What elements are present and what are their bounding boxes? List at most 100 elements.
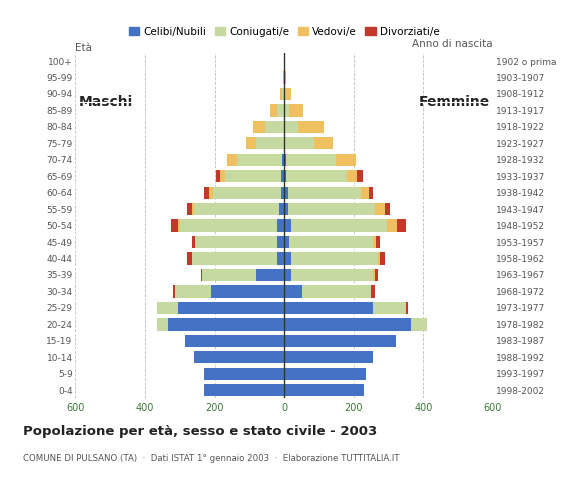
Bar	[375, 203, 385, 216]
Bar	[171, 219, 178, 232]
Bar	[175, 285, 211, 298]
Bar	[285, 72, 286, 84]
Bar	[277, 104, 284, 117]
Bar	[282, 88, 284, 100]
Bar	[288, 203, 375, 216]
Bar	[157, 302, 178, 314]
Bar	[192, 236, 195, 248]
Bar	[385, 203, 390, 216]
Legend: Celibi/Nubili, Coniugati/e, Vedovi/e, Divorziati/e: Celibi/Nubili, Coniugati/e, Vedovi/e, Di…	[125, 23, 444, 41]
Bar	[192, 252, 277, 264]
Bar	[192, 203, 194, 216]
Bar	[373, 236, 376, 248]
Bar	[180, 219, 277, 232]
Bar	[284, 137, 314, 149]
Bar	[284, 252, 291, 264]
Bar	[187, 203, 192, 216]
Bar	[284, 203, 288, 216]
Bar	[277, 252, 284, 264]
Text: Anno di nascita: Anno di nascita	[412, 39, 493, 48]
Bar	[280, 88, 282, 100]
Bar	[195, 236, 277, 248]
Bar	[286, 154, 336, 166]
Bar	[336, 154, 356, 166]
Bar	[157, 318, 168, 331]
Bar	[284, 88, 286, 100]
Bar	[347, 170, 357, 182]
Bar	[216, 170, 220, 182]
Bar	[284, 55, 285, 67]
Bar	[283, 72, 284, 84]
Bar	[204, 368, 284, 380]
Bar	[411, 318, 427, 331]
Bar	[373, 302, 406, 314]
Bar	[178, 302, 284, 314]
Bar	[291, 252, 378, 264]
Bar	[284, 368, 366, 380]
Bar	[281, 187, 284, 199]
Bar	[201, 269, 202, 281]
Bar	[288, 187, 361, 199]
Bar	[284, 335, 396, 347]
Bar	[256, 137, 284, 149]
Bar	[373, 269, 375, 281]
Bar	[284, 170, 286, 182]
Bar	[378, 252, 380, 264]
Bar	[286, 88, 291, 100]
Bar	[253, 120, 265, 133]
Bar	[406, 302, 408, 314]
Bar	[281, 170, 284, 182]
Bar	[284, 120, 298, 133]
Text: Maschi: Maschi	[79, 95, 133, 109]
Bar	[194, 351, 284, 363]
Bar	[185, 335, 284, 347]
Bar	[291, 219, 387, 232]
Text: Età: Età	[75, 43, 92, 53]
Text: COMUNE DI PULSANO (TA)  ·  Dati ISTAT 1° gennaio 2003  ·  Elaborazione TUTTITALI: COMUNE DI PULSANO (TA) · Dati ISTAT 1° g…	[23, 454, 400, 463]
Bar	[284, 72, 285, 84]
Text: Femmine: Femmine	[418, 95, 490, 109]
Bar	[302, 285, 371, 298]
Bar	[397, 219, 406, 232]
Bar	[202, 269, 256, 281]
Bar	[265, 120, 284, 133]
Bar	[277, 236, 284, 248]
Bar	[284, 384, 364, 396]
Bar	[291, 269, 373, 281]
Bar	[211, 285, 284, 298]
Bar	[227, 154, 237, 166]
Bar	[286, 170, 347, 182]
Bar	[270, 104, 277, 117]
Bar	[284, 187, 288, 199]
Bar	[284, 351, 373, 363]
Bar	[380, 252, 385, 264]
Bar	[284, 236, 289, 248]
Bar	[376, 236, 380, 248]
Bar	[194, 203, 279, 216]
Bar	[284, 269, 291, 281]
Bar	[209, 187, 213, 199]
Bar	[282, 154, 284, 166]
Text: Popolazione per età, sesso e stato civile - 2003: Popolazione per età, sesso e stato civil…	[23, 425, 378, 438]
Bar	[187, 252, 192, 264]
Bar	[213, 187, 281, 199]
Bar	[168, 318, 284, 331]
Bar	[371, 285, 375, 298]
Bar	[284, 318, 411, 331]
Bar	[284, 302, 373, 314]
Bar	[298, 120, 324, 133]
Bar	[289, 236, 373, 248]
Bar	[237, 154, 282, 166]
Bar	[375, 269, 378, 281]
Bar	[387, 219, 397, 232]
Bar	[284, 219, 291, 232]
Bar	[361, 187, 369, 199]
Bar	[204, 187, 209, 199]
Bar	[284, 104, 289, 117]
Bar	[277, 219, 284, 232]
Bar	[204, 384, 284, 396]
Bar	[279, 203, 284, 216]
Bar	[314, 137, 333, 149]
Bar	[225, 170, 281, 182]
Bar	[178, 219, 180, 232]
